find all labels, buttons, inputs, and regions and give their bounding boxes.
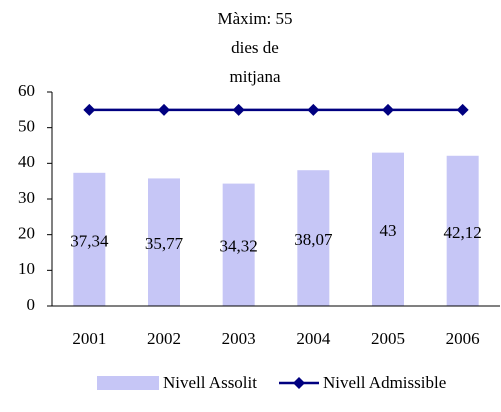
annotation: Màxim: 55 bbox=[217, 9, 292, 28]
bar bbox=[446, 155, 479, 306]
marker bbox=[307, 103, 320, 116]
value-label: 38,07 bbox=[294, 230, 333, 249]
annotation: dies de bbox=[231, 38, 279, 57]
bar bbox=[148, 178, 180, 306]
x-tick-label: 2002 bbox=[147, 329, 181, 348]
x-tick-label: 2006 bbox=[446, 329, 480, 348]
bar bbox=[372, 152, 404, 306]
marker bbox=[456, 103, 469, 116]
x-tick-label: 2001 bbox=[72, 329, 106, 348]
y-tick-label: 30 bbox=[18, 188, 35, 207]
legend-label: Nivell Admissible bbox=[323, 373, 446, 392]
marker bbox=[158, 103, 170, 116]
y-tick-label: 40 bbox=[18, 152, 35, 171]
value-label: 43 bbox=[380, 221, 397, 240]
legend-swatch bbox=[97, 376, 159, 390]
legend-swatch bbox=[293, 377, 305, 389]
y-tick-label: 60 bbox=[18, 81, 35, 100]
bar bbox=[222, 183, 255, 306]
value-label: 42,12 bbox=[444, 223, 482, 242]
annotation: mitjana bbox=[230, 67, 281, 86]
marker bbox=[232, 103, 245, 116]
marker bbox=[382, 103, 394, 116]
value-label: 35,77 bbox=[145, 234, 184, 253]
y-tick-label: 20 bbox=[18, 224, 35, 243]
marker bbox=[83, 103, 96, 116]
x-tick-label: 2003 bbox=[222, 329, 256, 348]
x-tick-label: 2005 bbox=[371, 329, 405, 348]
value-label: 34,32 bbox=[220, 237, 258, 256]
y-tick-label: 10 bbox=[18, 259, 35, 278]
value-label: 37,34 bbox=[70, 231, 109, 250]
legend-label: Nivell Assolit bbox=[163, 373, 257, 392]
x-tick-label: 2004 bbox=[296, 329, 331, 348]
bar bbox=[73, 172, 106, 306]
y-tick-label: 50 bbox=[18, 117, 35, 136]
y-tick-label: 0 bbox=[27, 295, 36, 314]
bar bbox=[297, 170, 330, 306]
